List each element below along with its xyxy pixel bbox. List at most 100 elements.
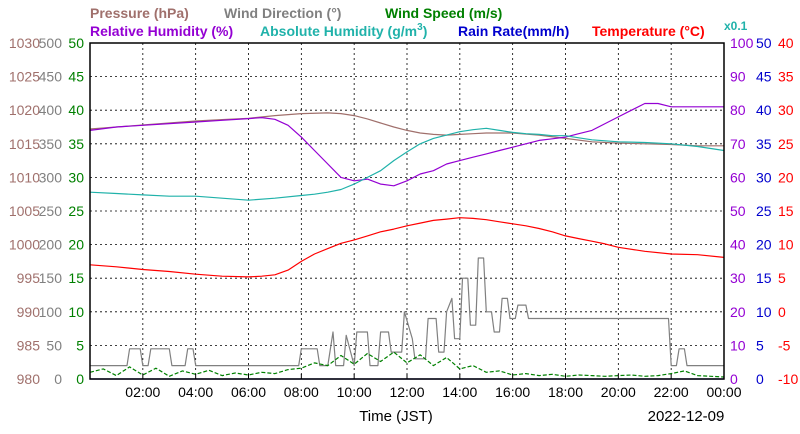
tick-label-wind-direction: 50 xyxy=(46,337,62,353)
tick-label-pressure: 1030 xyxy=(9,35,40,51)
series-line-relative-humidity xyxy=(89,102,724,187)
tick-label-pressure: 1010 xyxy=(9,169,40,185)
tick-label-rain-rate: 30 xyxy=(756,169,772,185)
tick-label-wind-speed: 30 xyxy=(68,169,84,185)
absolute-humidity-scale-note: x0.1 xyxy=(724,19,748,33)
tick-label-wind-speed: 5 xyxy=(76,337,84,353)
tick-label-relative-humidity: 0 xyxy=(730,371,738,387)
tick-label-wind-speed: 0 xyxy=(76,371,84,387)
tick-label-rain-rate: 45 xyxy=(756,69,772,85)
x-tick-label: 06:00 xyxy=(231,384,266,400)
legend-wind-direction: Wind Direction (°) xyxy=(224,5,341,21)
tick-label-temperature: 5 xyxy=(778,270,786,286)
legend-temperature: Temperature (°C) xyxy=(592,23,705,39)
tick-label-wind-direction: 150 xyxy=(39,270,63,286)
tick-label-temperature: 40 xyxy=(778,35,794,51)
tick-label-temperature: 0 xyxy=(778,304,786,320)
tick-label-pressure: 990 xyxy=(17,304,41,320)
tick-label-rain-rate: 25 xyxy=(756,203,772,219)
tick-label-wind-direction: 0 xyxy=(54,371,62,387)
tick-label-wind-speed: 10 xyxy=(68,304,84,320)
tick-label-relative-humidity: 20 xyxy=(730,304,746,320)
legend-absolute-humidity: Absolute Humidity (g/m3) xyxy=(260,22,427,39)
tick-label-wind-direction: 250 xyxy=(39,203,63,219)
x-tick-label: 18:00 xyxy=(548,384,583,400)
tick-label-wind-speed: 20 xyxy=(68,237,84,253)
tick-label-wind-speed: 25 xyxy=(68,203,84,219)
legend-absolute-humidity-sup: 3 xyxy=(417,22,423,33)
tick-label-temperature: 35 xyxy=(778,69,794,85)
tick-label-pressure: 1000 xyxy=(9,237,40,253)
tick-label-pressure: 1025 xyxy=(9,69,40,85)
tick-label-wind-direction: 400 xyxy=(39,102,63,118)
tick-label-temperature: 10 xyxy=(778,237,794,253)
tick-label-pressure: 980 xyxy=(17,371,41,387)
x-tick-label: 22:00 xyxy=(654,384,689,400)
legend-absolute-humidity-prefix: Absolute Humidity (g/m xyxy=(260,23,417,39)
x-tick-label: 00:00 xyxy=(706,384,741,400)
tick-label-wind-direction: 300 xyxy=(39,169,63,185)
tick-label-relative-humidity: 40 xyxy=(730,237,746,253)
tick-label-relative-humidity: 70 xyxy=(730,136,746,152)
tick-label-rain-rate: 10 xyxy=(756,304,772,320)
tick-label-rain-rate: 50 xyxy=(756,35,772,51)
tick-label-wind-direction: 450 xyxy=(39,69,63,85)
tick-label-pressure: 985 xyxy=(17,337,41,353)
tick-label-relative-humidity: 10 xyxy=(730,337,746,353)
legend-wind-speed: Wind Speed (m/s) xyxy=(385,5,502,21)
series-line-pressure-hpa xyxy=(89,112,724,147)
tick-label-wind-direction: 500 xyxy=(39,35,63,51)
tick-label-pressure: 1005 xyxy=(9,203,40,219)
tick-label-pressure: 1020 xyxy=(9,102,40,118)
tick-label-wind-speed: 45 xyxy=(68,69,84,85)
tick-label-wind-speed: 35 xyxy=(68,136,84,152)
tick-label-wind-direction: 200 xyxy=(39,237,63,253)
legend-absolute-humidity-suffix: ) xyxy=(423,23,428,39)
tick-label-pressure: 995 xyxy=(17,270,41,286)
series-line-wind-direction xyxy=(90,257,724,367)
tick-label-wind-speed: 40 xyxy=(68,102,84,118)
x-axis-title: Time (JST) xyxy=(359,408,433,425)
tick-label-temperature: 25 xyxy=(778,136,794,152)
legend-relative-humidity: Relative Humidity (%) xyxy=(90,23,233,39)
tick-label-wind-direction: 100 xyxy=(39,304,63,320)
grid xyxy=(90,43,724,379)
series-line-absolute-humidity-g-m3 xyxy=(89,127,725,201)
tick-label-rain-rate: 15 xyxy=(756,270,772,286)
tick-label-rain-rate: 35 xyxy=(756,136,772,152)
tick-label-relative-humidity: 60 xyxy=(730,169,746,185)
tick-label-relative-humidity: 50 xyxy=(730,203,746,219)
tick-label-rain-rate: 20 xyxy=(756,237,772,253)
tick-label-temperature: 15 xyxy=(778,203,794,219)
x-tick-label: 04:00 xyxy=(178,384,213,400)
date-label: 2022-12-09 xyxy=(648,408,725,425)
tick-label-wind-direction: 350 xyxy=(39,136,63,152)
tick-label-temperature: 30 xyxy=(778,102,794,118)
axis-labels: 9809859909951000100510101015102010251030… xyxy=(9,35,799,400)
tick-label-rain-rate: 5 xyxy=(756,337,764,353)
x-tick-label: 12:00 xyxy=(389,384,424,400)
x-tick-label: 10:00 xyxy=(337,384,372,400)
series-line-temperature-c xyxy=(89,217,725,278)
tick-label-relative-humidity: 80 xyxy=(730,102,746,118)
tick-label-relative-humidity: 30 xyxy=(730,270,746,286)
x-tick-label: 14:00 xyxy=(442,384,477,400)
x-tick-label: 08:00 xyxy=(284,384,319,400)
x-tick-label: 02:00 xyxy=(125,384,160,400)
legend-rain-rate: Rain Rate(mm/h) xyxy=(458,23,569,39)
tick-label-relative-humidity: 90 xyxy=(730,69,746,85)
x-tick-label: 16:00 xyxy=(495,384,530,400)
tick-label-wind-speed: 15 xyxy=(68,270,84,286)
tick-label-temperature: -5 xyxy=(778,337,791,353)
tick-label-pressure: 1015 xyxy=(9,136,40,152)
tick-label-relative-humidity: 100 xyxy=(730,35,754,51)
tick-label-wind-speed: 50 xyxy=(68,35,84,51)
x-tick-label: 20:00 xyxy=(601,384,636,400)
tick-label-temperature: -10 xyxy=(778,371,798,387)
tick-label-temperature: 20 xyxy=(778,169,794,185)
legend-pressure: Pressure (hPa) xyxy=(90,5,189,21)
tick-label-rain-rate: 0 xyxy=(756,371,764,387)
tick-label-rain-rate: 40 xyxy=(756,102,772,118)
